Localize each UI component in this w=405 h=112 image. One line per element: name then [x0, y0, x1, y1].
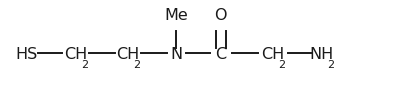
- Text: O: O: [214, 8, 227, 23]
- Text: 2: 2: [327, 60, 334, 70]
- Text: 2: 2: [279, 60, 286, 70]
- Text: NH: NH: [309, 46, 334, 61]
- Text: N: N: [170, 46, 182, 61]
- Text: 2: 2: [133, 60, 140, 70]
- Text: Me: Me: [164, 8, 188, 23]
- Text: 2: 2: [81, 60, 88, 70]
- Text: C: C: [215, 46, 226, 61]
- Text: CH: CH: [262, 46, 285, 61]
- Text: CH: CH: [116, 46, 139, 61]
- Text: HS: HS: [16, 46, 38, 61]
- Text: CH: CH: [64, 46, 87, 61]
